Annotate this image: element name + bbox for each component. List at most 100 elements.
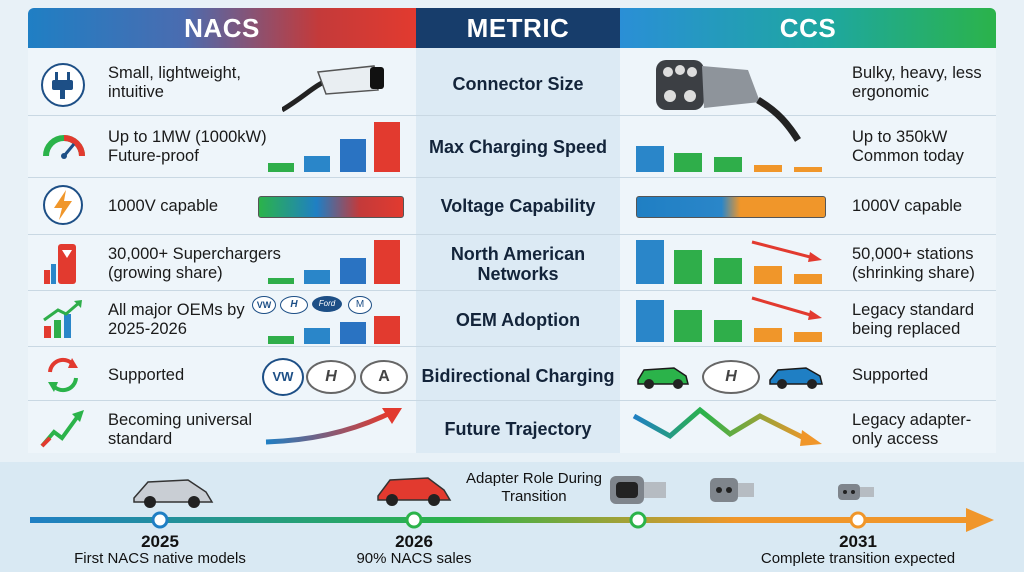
bar (794, 332, 822, 342)
vw-logo-icon: VW (262, 358, 304, 396)
nacs-speed-bars (268, 120, 402, 172)
bar (268, 163, 294, 172)
bar (304, 270, 330, 284)
mazda-badge-icon: M (348, 296, 372, 314)
blue-car-icon (766, 362, 826, 395)
adapter-small-icon (836, 482, 876, 507)
bar (304, 156, 330, 172)
speedometer-icon (40, 122, 88, 175)
nacs-trajectory-arrow (264, 404, 404, 453)
milestone-label-2026: 90% NACS sales (356, 550, 472, 567)
ccs-voltage-bar (636, 196, 826, 218)
bar (636, 146, 664, 172)
row-divider (28, 290, 996, 291)
bar (340, 139, 366, 172)
nacs-trajectory-text: Becoming universal standard (108, 411, 252, 448)
bar (714, 320, 742, 342)
milestone-year-2031: 2031 (839, 532, 877, 551)
hyundai-logo-icon: H (702, 360, 760, 394)
bar (340, 258, 366, 284)
bidirectional-arrows-icon (42, 354, 84, 401)
bar (374, 240, 400, 284)
ccs-connector-icon (648, 52, 808, 147)
decline-arrow-icon (750, 240, 824, 269)
metric-north-american-networks: North American Networks (450, 244, 586, 284)
row-divider (28, 346, 996, 347)
row-divider (28, 234, 996, 235)
milestone-label-2025: First NACS native models (74, 550, 246, 567)
adapter-medium-icon (708, 476, 756, 509)
nacs-voltage-bar (258, 196, 404, 218)
milestone-year-2025: 2025 (141, 532, 179, 551)
metric-max-charging-speed: Max Charging Speed (428, 137, 608, 157)
ccs-connector-text: Bulky, heavy, less ergonomic (852, 64, 982, 101)
bar (794, 167, 822, 172)
bar (304, 328, 330, 344)
ccs-oem-text: Legacy standard being replaced (852, 301, 975, 338)
metric-voltage-capability: Voltage Capability (440, 196, 596, 216)
ccs-bidirectional-text: Supported (852, 366, 929, 384)
bar (674, 310, 702, 342)
bar (714, 258, 742, 284)
bar (754, 165, 782, 172)
ccs-trajectory-arrow (630, 406, 830, 453)
ccs-header: CCS (620, 8, 996, 48)
bar (374, 122, 400, 172)
bar (754, 328, 782, 342)
trend-up-icon (40, 408, 86, 455)
metric-connector-size: Connector Size (452, 74, 584, 94)
ccs-network-text: 50,000+ stations (shrinking share) (852, 245, 975, 282)
bar (714, 157, 742, 172)
growth-chart-icon (40, 296, 86, 347)
nacs-speed-text: Up to 1MW (1000kW) Future-proof (108, 128, 267, 165)
bar (268, 336, 294, 344)
row-divider (28, 177, 996, 178)
nacs-connector-icon (280, 58, 392, 118)
bar (674, 250, 702, 284)
timeline-arrow (0, 508, 1024, 537)
bar (636, 240, 664, 284)
metric-future-trajectory: Future Trajectory (444, 419, 592, 439)
hyundai-badge-icon: H (280, 296, 308, 314)
vw-badge-icon: VW (252, 296, 276, 314)
milestone-label-2031: Complete transition expected (760, 550, 956, 567)
ccs-speed-text: Up to 350kW Common today (852, 128, 964, 165)
row-divider (28, 400, 996, 401)
ccs-network-bars (636, 240, 826, 284)
nacs-bidirectional-text: Supported (108, 366, 185, 384)
metric-oem-adoption: OEM Adoption (455, 310, 581, 330)
red-car-icon (374, 470, 454, 513)
green-car-icon (634, 362, 692, 395)
bar (268, 278, 294, 284)
ford-badge-icon: Ford (312, 296, 342, 312)
nacs-oem-text: All major OEMs by 2025-2026 (108, 301, 245, 338)
ccs-trajectory-text: Legacy adapter-only access (852, 411, 972, 448)
milestone-year-2026: 2026 (395, 532, 433, 551)
decline-arrow-icon (750, 296, 824, 327)
ccs-voltage-text: 1000V capable (852, 197, 963, 215)
silver-car-icon (130, 472, 216, 515)
nacs-connector-text: Small, lightweight, intuitive (108, 64, 241, 101)
bar (674, 153, 702, 172)
ccs-speed-bars (636, 140, 826, 172)
metric-header: METRIC (416, 8, 620, 48)
bar (754, 266, 782, 284)
plug-icon (40, 62, 86, 113)
nacs-header: NACS (28, 8, 416, 48)
bar (340, 322, 366, 344)
nacs-oem-bars (268, 316, 402, 344)
adapter-role-label: Adapter Role During Transition (466, 470, 602, 505)
adapter-large-icon (608, 472, 668, 513)
ccs-oem-bars (636, 298, 826, 342)
hyundai-logo-icon: H (306, 360, 356, 394)
lightning-icon (42, 184, 84, 231)
nacs-network-text: 30,000+ Superchargers (growing share) (108, 245, 281, 282)
bar (374, 316, 400, 344)
metric-bidirectional-charging: Bidirectional Charging (421, 366, 615, 386)
supercharger-icon (40, 240, 84, 293)
bar (794, 274, 822, 284)
bar (636, 300, 664, 342)
nacs-voltage-text: 1000V capable (108, 197, 219, 215)
nacs-network-bars (268, 240, 402, 284)
row-divider (28, 115, 996, 116)
